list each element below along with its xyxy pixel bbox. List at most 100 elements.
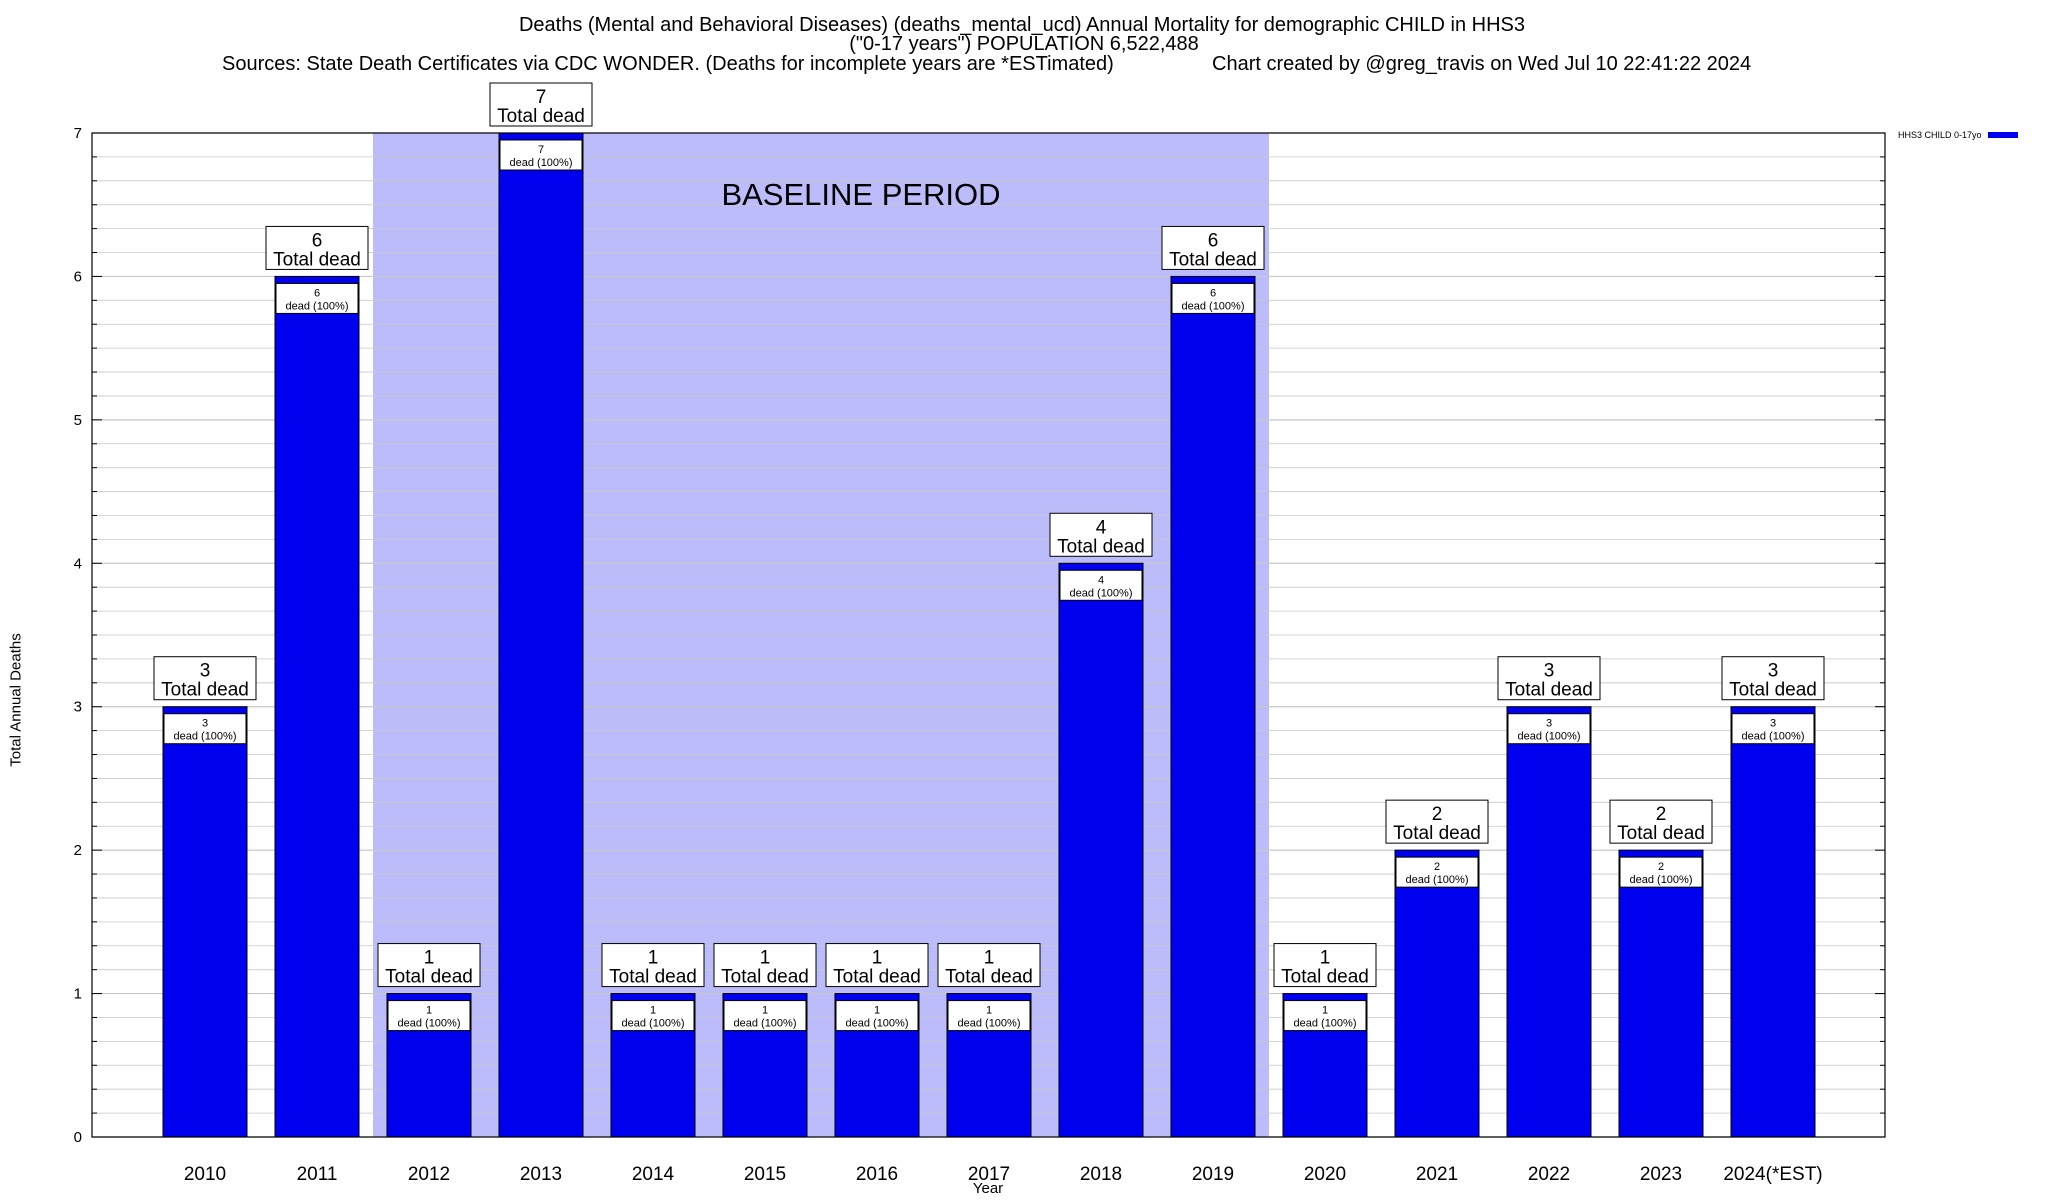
chart-title: Deaths (Mental and Behavioral Diseases) … [518,14,1526,36]
legend-label: HHS3 CHILD 0-17yo [1898,130,1982,140]
credit-note: Chart created by @greg_travis on Wed Jul… [1212,53,1752,75]
x-tick-label: 2021 [1416,1164,1458,1185]
y-tick-label: 1 [74,986,82,1003]
inner-label-value: 1 [874,1005,880,1017]
total-label-text: Total dead [385,967,473,988]
total-label-value: 2 [1432,804,1443,825]
legend: HHS3 CHILD 0-17yo [1898,130,2018,140]
inner-label-value: 2 [1658,861,1664,873]
inner-label-text: dead (100%) [174,731,237,743]
x-tick-label: 2013 [520,1164,562,1185]
inner-label-box [611,1000,695,1032]
total-label-box [265,225,369,270]
x-tick-label: 2019 [1192,1164,1234,1185]
total-label-text: Total dead [1281,967,1369,988]
inner-label-value: 3 [202,718,208,730]
inner-label-box [387,1000,471,1032]
inner-label-value: 4 [1098,574,1104,586]
total-label-value: 1 [424,948,435,969]
total-label-box [1609,799,1713,844]
total-label-text: Total dead [1617,823,1705,844]
total-label-value: 1 [760,948,771,969]
bar [1058,562,1144,1138]
x-tick-label: 2011 [297,1164,338,1185]
y-tick-label: 2 [74,842,82,859]
x-axis-label: Year [972,1180,1004,1197]
inner-label-text: dead (100%) [286,300,349,312]
inner-label-box [499,139,583,171]
inner-label-value: 1 [1322,1005,1328,1017]
bar [1394,849,1480,1138]
total-label-value: 1 [1320,948,1331,969]
inner-label-box [1171,282,1255,314]
bar [498,132,584,1138]
inner-label-box [1619,856,1703,888]
x-tick-label: 2014 [632,1164,675,1185]
legend-swatch [1987,132,2018,138]
inner-label-text: dead (100%) [622,1018,685,1030]
x-tick-label: 2018 [1080,1164,1122,1185]
total-label-text: Total dead [1169,249,1257,270]
total-label-box [1049,512,1153,557]
inner-label-value: 6 [314,287,320,299]
inner-label-text: dead (100%) [1630,874,1693,886]
inner-label-box [1283,1000,1367,1032]
inner-label-value: 2 [1434,861,1440,873]
inner-label-box [1507,713,1591,745]
inner-label-value: 3 [1770,718,1776,730]
inner-label-box [275,282,359,314]
sources-note: Sources: State Death Certificates via CD… [222,53,1114,75]
total-label-text: Total dead [945,967,1033,988]
x-tick-label: 2023 [1640,1164,1682,1185]
inner-label-value: 1 [650,1005,656,1017]
inner-label-text: dead (100%) [958,1018,1021,1030]
total-label-text: Total dead [1505,680,1593,701]
y-tick-label: 0 [74,1129,82,1146]
total-label-text: Total dead [833,967,921,988]
inner-label-box [1731,713,1815,745]
bar [274,275,360,1138]
inner-label-text: dead (100%) [510,157,573,169]
inner-label-box [1395,856,1479,888]
inner-label-text: dead (100%) [1406,874,1469,886]
inner-label-value: 1 [986,1005,992,1017]
total-label-text: Total dead [1393,823,1481,844]
baseline-period-label: BASELINE PERIOD [721,177,1000,212]
total-label-box [1497,656,1601,701]
inner-label-text: dead (100%) [846,1018,909,1030]
bar [162,706,248,1138]
inner-label-text: dead (100%) [398,1018,461,1030]
inner-label-text: dead (100%) [1294,1018,1357,1030]
total-label-text: Total dead [609,967,697,988]
total-label-box [1385,799,1489,844]
x-tick-label: 2020 [1304,1164,1346,1185]
inner-label-text: dead (100%) [734,1018,797,1030]
inner-label-box [1059,569,1143,601]
inner-label-text: dead (100%) [1070,587,1133,599]
bar [1506,706,1592,1138]
total-label-text: Total dead [497,106,585,127]
total-label-text: Total dead [1729,680,1817,701]
inner-label-box [723,1000,807,1032]
total-label-text: Total dead [273,249,361,270]
total-label-value: 1 [984,948,995,969]
total-label-value: 1 [872,948,883,969]
y-tick-label: 7 [74,125,82,142]
total-label-box [1273,943,1377,988]
total-label-box [937,943,1041,988]
inner-label-value: 1 [762,1005,768,1017]
total-label-value: 7 [536,87,547,108]
y-tick-label: 3 [74,699,82,716]
y-tick-label: 4 [74,555,82,572]
y-tick-label: 5 [74,412,82,429]
total-label-box [601,943,705,988]
chart-subtitle: ("0-17 years") POPULATION 6,522,488 [849,33,1199,55]
inner-label-text: dead (100%) [1518,731,1581,743]
x-tick-label: 2016 [856,1164,898,1185]
total-label-value: 1 [648,948,659,969]
total-label-text: Total dead [1057,536,1145,557]
inner-label-text: dead (100%) [1742,731,1805,743]
total-label-value: 3 [200,661,211,682]
total-label-text: Total dead [161,680,249,701]
